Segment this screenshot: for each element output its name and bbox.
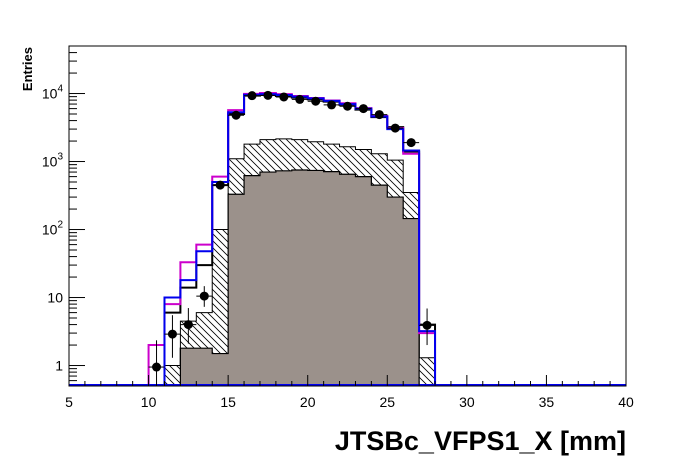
axes-layer: 5 10 15 20 25 30 35 40 1 10 102 103 104 — [42, 45, 634, 410]
data-point — [183, 320, 193, 330]
data-point — [199, 291, 209, 301]
data-point — [343, 101, 352, 111]
x-tick-label: 5 — [65, 394, 73, 410]
series-filled-top-0 — [179, 169, 420, 386]
x-tick-label: 40 — [618, 394, 634, 410]
x-tick-label: 30 — [459, 394, 475, 410]
x-axis-label: JTSBc_VFPS1_X [mm] — [335, 426, 626, 456]
data-point — [311, 96, 321, 106]
x-tick-label: 35 — [539, 394, 555, 410]
data-point — [295, 94, 305, 104]
x-tick-label: 25 — [379, 394, 395, 410]
x-tick-label: 10 — [141, 394, 157, 410]
x-tick-label: 15 — [220, 394, 236, 410]
series-line-4 — [163, 93, 437, 386]
y-tick-label: 1 — [55, 358, 63, 374]
data-point — [247, 91, 257, 101]
data-point — [167, 329, 177, 339]
y-tick-label: 102 — [42, 220, 64, 238]
y-axis-label: Entries — [20, 47, 35, 91]
data-point — [152, 362, 162, 372]
data-point — [358, 104, 368, 114]
series-layer — [69, 90, 626, 386]
data-point — [390, 123, 400, 133]
data-point — [327, 100, 337, 110]
data-point — [231, 110, 241, 120]
data-point — [263, 90, 273, 100]
data-point — [422, 320, 432, 330]
plot-frame — [68, 45, 627, 387]
data-point — [279, 92, 289, 102]
data-point — [215, 180, 225, 190]
data-point — [374, 110, 384, 120]
y-tick-label: 10 — [47, 290, 63, 306]
y-tick-label: 104 — [42, 84, 64, 102]
x-tick-label: 20 — [300, 394, 316, 410]
data-point — [406, 138, 416, 148]
y-tick-label: 103 — [42, 152, 64, 170]
